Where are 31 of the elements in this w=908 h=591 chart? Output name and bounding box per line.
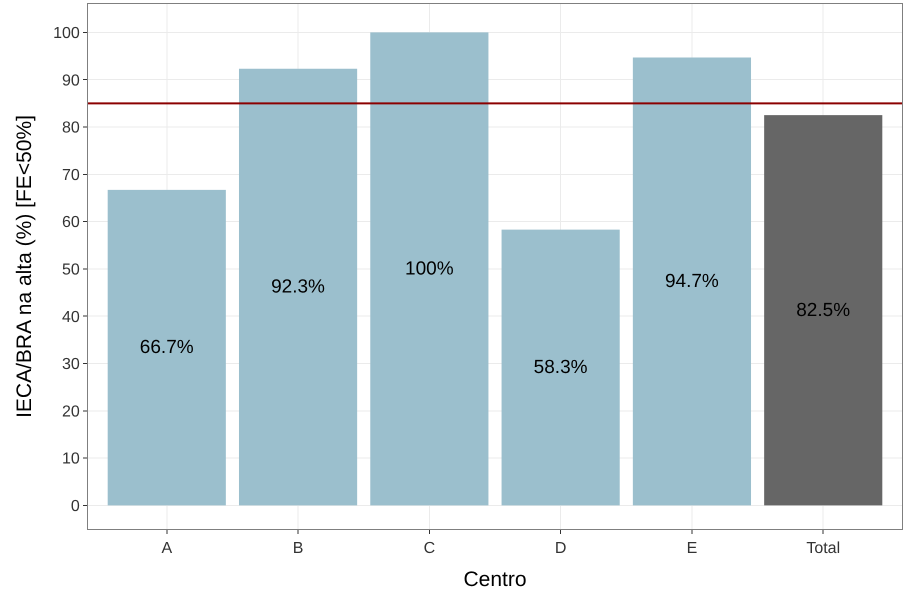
y-tick-label: 0 xyxy=(70,498,80,515)
bar xyxy=(502,230,620,506)
x-tick-label: C xyxy=(424,540,436,558)
y-tick-label: 70 xyxy=(62,166,80,184)
data-label: 100% xyxy=(405,258,454,280)
data-label: 94.7% xyxy=(664,270,719,292)
y-tick-label: 90 xyxy=(62,72,80,90)
y-tick-label: 30 xyxy=(62,356,80,374)
y-tick-label: 50 xyxy=(62,261,80,278)
bar xyxy=(108,190,226,506)
y-tick-label: 100 xyxy=(53,24,80,42)
y-axis-title: IECA/BRA na alta (%) [FE<50%] xyxy=(13,115,36,418)
bar xyxy=(632,57,752,506)
data-label: 92.3% xyxy=(271,276,326,298)
y-tick-label: 10 xyxy=(62,450,80,468)
x-tick-label: Total xyxy=(806,540,840,558)
y-tick-label: 80 xyxy=(62,120,80,137)
x-tick-label: A xyxy=(161,540,172,558)
y-tick-label: 60 xyxy=(62,214,80,232)
x-axis-title: Centro xyxy=(463,568,527,591)
x-tick-label: E xyxy=(686,540,698,558)
bar xyxy=(370,32,488,506)
data-label: 66.7% xyxy=(140,337,194,358)
y-tick-label: 40 xyxy=(62,308,80,326)
x-tick-label: B xyxy=(292,540,304,558)
x-tick-label: D xyxy=(554,540,566,558)
data-label: 82.5% xyxy=(796,300,850,321)
data-label: 58.3% xyxy=(534,356,588,378)
y-tick-label: 20 xyxy=(62,403,80,420)
bar xyxy=(764,115,882,506)
bar xyxy=(238,68,358,506)
